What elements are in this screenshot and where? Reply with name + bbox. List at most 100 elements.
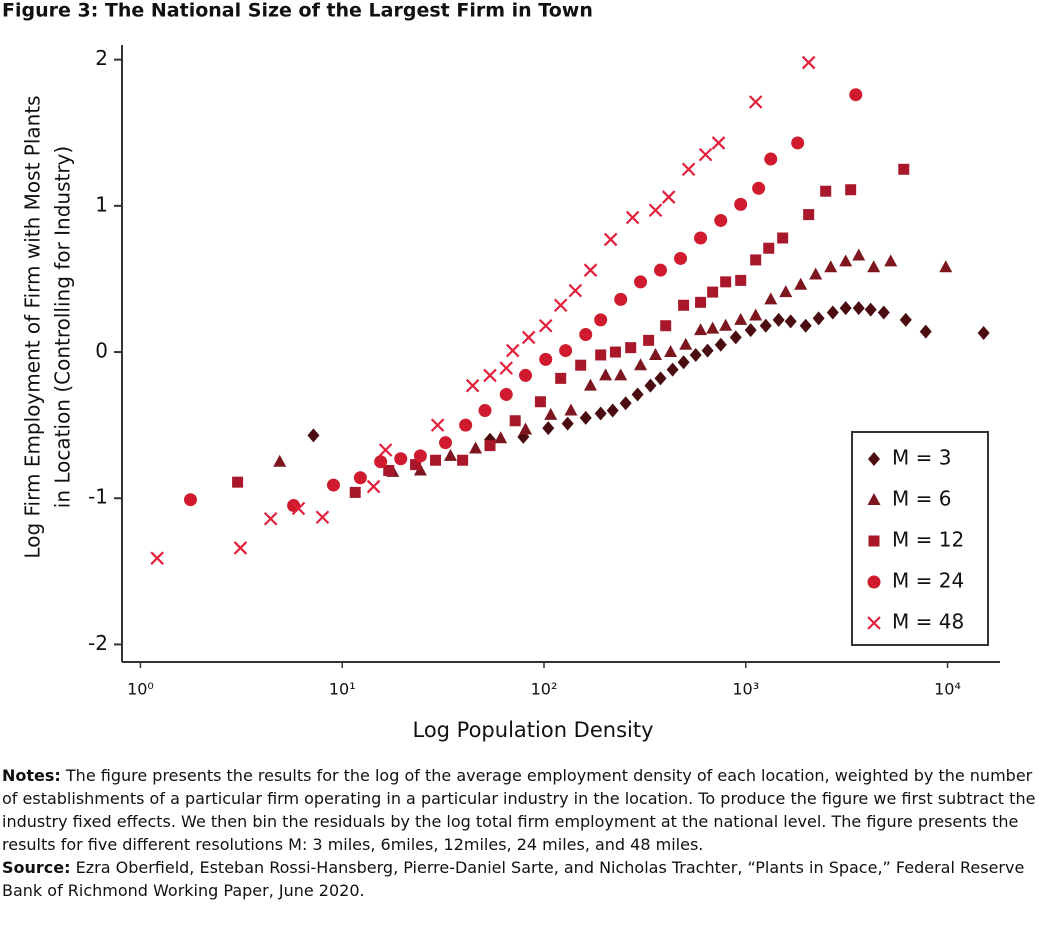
data-point [634,358,648,371]
data-point [568,283,583,298]
data-point [519,368,533,382]
data-point [263,511,278,526]
data-point [273,454,287,467]
data-point [674,251,688,265]
data-point [877,305,890,320]
data-point [681,162,696,177]
data-point [606,403,619,418]
data-point [689,347,702,362]
data-point [644,378,657,393]
notes-text: The figure presents the results for the … [2,766,1036,854]
data-point [594,406,607,421]
data-point [599,368,613,381]
data-point [542,421,555,436]
data-point [714,337,727,352]
data-point [744,323,757,338]
data-point [707,286,719,298]
data-point [648,203,663,217]
data-point [820,185,832,197]
data-point [849,88,863,102]
legend-marker [867,493,881,505]
data-point [614,368,628,381]
data-point [867,260,881,273]
chart: Figure 3: The National Size of the Large… [2,0,1000,742]
data-point [809,267,823,280]
data-point [772,312,785,327]
data-point [349,486,361,498]
data-point [410,459,422,471]
data-point [534,396,546,408]
data-point [678,299,690,311]
data-point [150,551,164,565]
data-point [603,232,618,247]
data-point [519,422,533,435]
data-point [714,213,728,227]
data-point [553,298,568,313]
data-point [443,448,457,461]
data-point [291,501,306,516]
data-point [430,454,442,466]
data-point [824,260,838,273]
data-point [759,318,772,333]
data-point [661,190,676,204]
data-point [664,345,678,358]
data-point [315,510,330,525]
data-point [919,324,932,339]
x-tick-label: 10¹ [329,680,356,699]
data-point [677,355,690,370]
data-point [706,321,720,334]
x-tick-label: 10³ [732,680,759,699]
data-point [430,418,445,432]
x-tick-label: 10² [531,680,558,699]
data-point [694,231,708,245]
legend-label: M = 24 [892,569,964,593]
notes-label: Notes: [2,766,61,785]
data-point [719,318,733,331]
data-point [794,277,808,290]
data-point [695,296,707,308]
data-point [660,320,672,332]
source-text: Ezra Oberfield, Esteban Rossi-Hansberg, … [2,858,1025,900]
data-point [594,313,608,327]
data-point [864,302,877,317]
y-axis-label: in Location (Controlling for Industry) [51,146,75,508]
data-point [583,378,597,391]
data-point [555,372,567,384]
data-point [654,263,668,277]
data-point [764,292,778,305]
data-point [750,254,762,266]
source-paragraph: Source: Ezra Oberfield, Esteban Rossi-Ha… [2,856,1038,902]
data-point [494,431,508,444]
x-axis-label: Log Population Density [412,718,653,742]
data-point [734,312,748,325]
data-point [729,330,742,345]
data-point [378,443,393,457]
y-tick-label: 2 [95,46,108,70]
data-point [826,305,839,320]
data-point [643,334,655,346]
data-point [561,416,574,431]
data-point [812,311,825,326]
data-point [609,346,621,358]
legend-label: M = 3 [892,446,951,470]
data-point [499,387,513,401]
data-point [539,352,553,366]
y-tick-label: 0 [95,339,108,363]
data-point [852,248,866,261]
data-point [784,314,797,329]
y-axis-label: Log Firm Employment of Firm with Most Pl… [21,95,45,558]
data-point [614,292,628,306]
data-point [394,452,408,466]
data-point [752,181,766,195]
data-point [232,476,244,488]
data-point [654,371,667,386]
data-point [977,326,990,341]
data-point [579,410,592,425]
data-point [735,274,747,286]
data-point [799,318,812,333]
data-point [619,396,632,411]
data-point [183,493,197,507]
y-tick-label: -1 [88,485,108,509]
data-point [701,343,714,358]
